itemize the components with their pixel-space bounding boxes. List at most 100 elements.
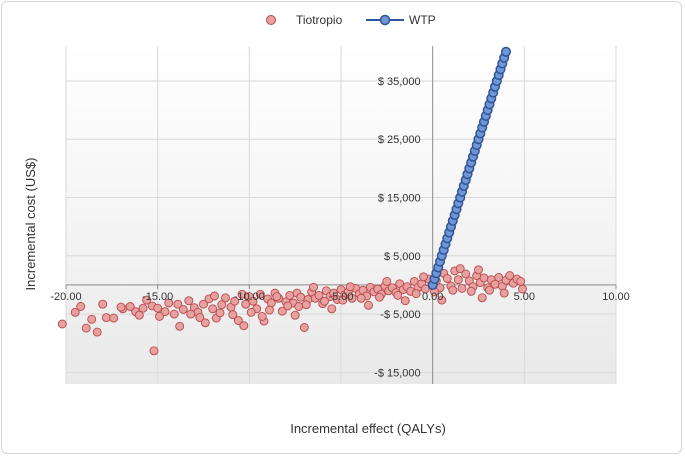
tiotropio-point (175, 321, 185, 331)
tiotropio-point (265, 305, 274, 315)
tiotropio-point (382, 276, 392, 286)
x-tick-label: 10.00 (602, 291, 630, 303)
tiotropio-point (272, 292, 282, 302)
x-tick-label: -5.00 (328, 291, 353, 303)
tiotropio-point (246, 307, 256, 317)
tiotropio-point (290, 310, 300, 320)
tiotropio-point (479, 273, 489, 283)
tiotropio-point (184, 296, 194, 306)
tiotropio-point (338, 295, 348, 305)
legend-wtp-label: WTP (409, 13, 436, 27)
tiotropio-point (400, 296, 410, 306)
tiotropio-point (215, 308, 225, 318)
tiotropio-point (200, 318, 210, 328)
x-tick-label: 5.00 (514, 291, 535, 303)
tiotropio-point (327, 304, 337, 314)
tiotropio-point (57, 319, 67, 329)
tiotropio-point (125, 302, 135, 311)
tiotropio-point (116, 302, 126, 312)
y-tick-label: $ 15,000 (378, 193, 421, 205)
tiotropio-series (57, 263, 527, 356)
tiotropio-point (375, 292, 384, 302)
legend-tiotropio-marker (266, 15, 276, 25)
tiotropio-point (518, 284, 527, 294)
tiotropio-point (419, 272, 428, 282)
tiotropio-point (309, 282, 318, 292)
y-tick-label: $ 5,000 (384, 251, 421, 263)
tiotropio-point (411, 289, 421, 299)
tiotropio-point (505, 271, 515, 281)
tiotropio-point (257, 311, 267, 321)
tiotropio-point (208, 304, 218, 314)
tiotropio-point (457, 283, 467, 293)
tiotropio-point (466, 286, 476, 296)
tiotropio-point (393, 290, 403, 300)
tiotropio-point (474, 265, 483, 275)
legend: Tiotropio WTP (266, 13, 436, 27)
tiotropio-point (164, 298, 174, 308)
tiotropio-point (301, 300, 311, 310)
tiotropio-point (420, 284, 430, 294)
y-tick-label: $ 25,000 (378, 134, 421, 146)
tiotropio-point (453, 275, 463, 285)
wtp-point (500, 46, 512, 57)
tiotropio-point (210, 291, 219, 301)
tiotropio-point (186, 309, 196, 319)
y-tick-label: -$ 15,000 (374, 367, 420, 379)
tiotropio-point (296, 292, 306, 302)
tiotropio-point (455, 264, 465, 274)
tiotropio-point (494, 272, 504, 282)
tiotropio-point (442, 274, 452, 283)
tiotropio-point (230, 296, 240, 306)
tiotropio-point (516, 276, 526, 286)
tiotropio-point (134, 310, 144, 320)
tiotropio-point (87, 314, 97, 324)
tiotropio-point (92, 327, 102, 337)
tiotropio-point (98, 299, 108, 309)
tiotropio-point (294, 302, 304, 311)
tiotropio-point (76, 302, 86, 311)
tiotropio-point (314, 290, 324, 300)
tiotropio-point (142, 295, 152, 305)
tiotropio-point (277, 306, 287, 316)
tiotropio-point (173, 299, 183, 309)
tiotropio-point (364, 300, 373, 310)
tiotropio-point (345, 282, 355, 292)
tiotropio-point (437, 295, 447, 305)
tiotropio-point (255, 289, 265, 299)
x-axis-title: Incremental effect (QALYs) (290, 421, 446, 436)
legend-wtp-marker (379, 14, 391, 26)
tiotropio-point (461, 269, 471, 279)
tiotropio-point (155, 311, 164, 321)
y-axis-title: Incremental cost (US$) (23, 158, 38, 291)
tiotropio-point (153, 303, 163, 313)
tiotropio-point (347, 293, 357, 303)
tiotropio-point (178, 304, 188, 314)
tiotropio-point (199, 299, 208, 309)
x-tick-label: -15.00 (142, 291, 173, 303)
y-tick-label: $ 35,000 (378, 76, 421, 88)
tiotropio-point (149, 346, 159, 356)
tiotropio-point (217, 300, 227, 310)
tiotropio-point (195, 313, 205, 323)
tiotropio-point (70, 307, 80, 317)
wtp-series (427, 46, 512, 290)
tiotropio-point (169, 309, 179, 319)
tiotropio-point (285, 290, 295, 300)
tiotropio-point (233, 316, 243, 325)
tiotropio-point (499, 288, 509, 298)
tiotropio-point (221, 293, 230, 303)
x-tick-label: -10.00 (234, 291, 265, 303)
tiotropio-point (81, 323, 91, 333)
tiotropio-point (239, 321, 249, 331)
legend-tiotropio-label: Tiotropio (296, 13, 343, 27)
tiotropio-point (448, 285, 458, 295)
tiotropio-point (283, 301, 293, 311)
tiotropio-point (138, 303, 148, 313)
tick-labels: -20.00 -15.00 -10.00 -5.00 0.00 5.00 10.00 $ 35… (50, 76, 629, 379)
tiotropio-point (320, 296, 329, 306)
tiotropio-point (477, 293, 487, 303)
x-tick-label: 0.00 (422, 291, 443, 303)
tiotropio-point (241, 299, 251, 309)
